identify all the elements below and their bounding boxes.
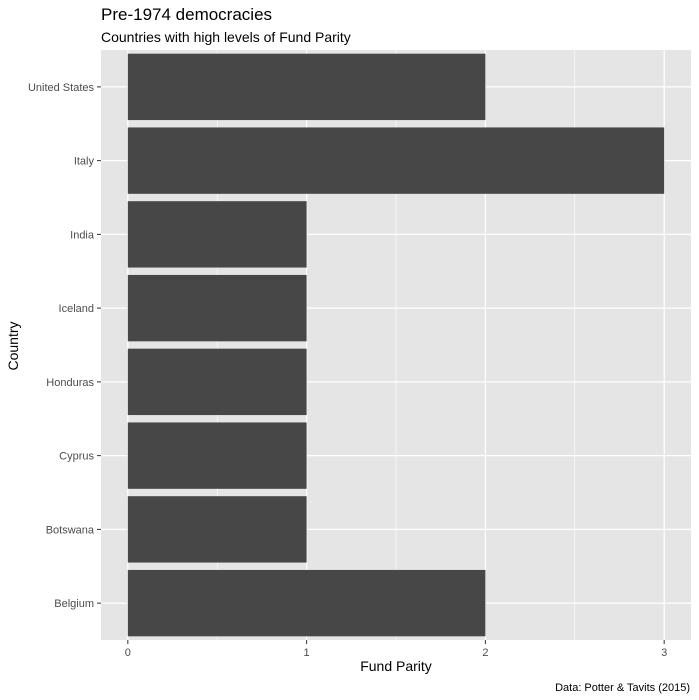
x-axis: 0 1 2 3 <box>125 640 667 659</box>
x-axis-title: Fund Parity <box>360 658 432 674</box>
y-tick-label: United States <box>28 82 95 94</box>
y-tick-label: India <box>70 229 95 241</box>
x-tick-label: 2 <box>482 647 488 659</box>
chart-subtitle: Countries with high levels of Fund Parit… <box>101 29 351 45</box>
bar <box>127 53 486 121</box>
chart-title: Pre-1974 democracies <box>101 5 272 24</box>
y-tick-label: Italy <box>74 156 95 168</box>
y-tick-label: Iceland <box>59 303 94 315</box>
x-tick-label: 3 <box>661 647 667 659</box>
bar <box>127 422 307 489</box>
bar <box>127 127 665 194</box>
y-tick-label: Botswana <box>46 524 95 536</box>
chart-caption: Data: Potter & Tavits (2015) <box>555 682 690 694</box>
bars <box>127 53 665 637</box>
bar <box>127 201 307 268</box>
bar <box>127 348 307 416</box>
y-axis: United States Italy India Iceland Honduras Cy… <box>28 82 101 610</box>
x-tick-label: 1 <box>304 647 310 659</box>
x-tick-label: 0 <box>125 647 131 659</box>
y-axis-title: Country <box>5 321 21 370</box>
bar <box>127 569 486 637</box>
bar <box>127 496 307 563</box>
y-tick-label: Cyprus <box>59 451 94 463</box>
y-tick-label: Belgium <box>54 598 94 610</box>
bar <box>127 274 307 342</box>
y-tick-label: Honduras <box>46 377 94 389</box>
